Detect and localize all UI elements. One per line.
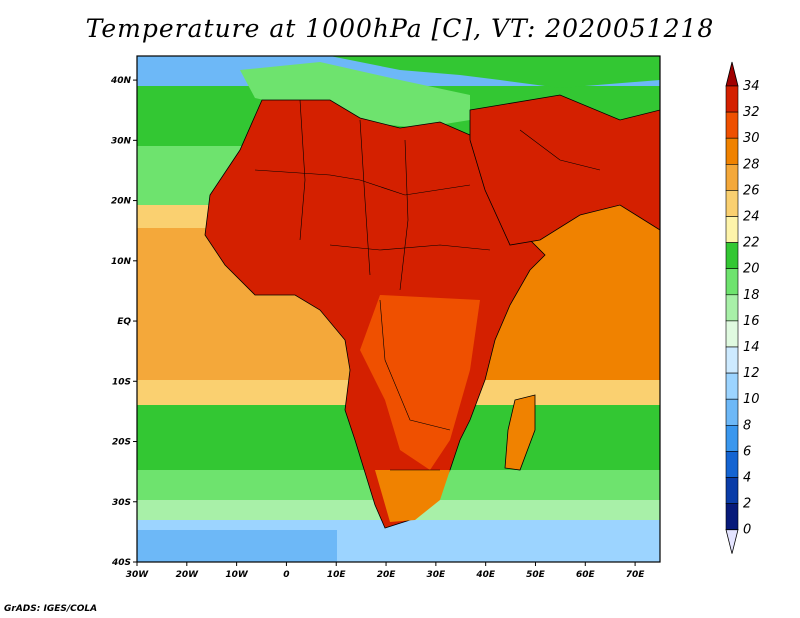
colorbar-swatch [725, 398, 739, 426]
x-tick-label: 40E [475, 570, 496, 580]
x-tick-label: 0 [283, 570, 289, 580]
colorbar-label: 6 [743, 444, 751, 459]
colorbar-swatch [725, 190, 739, 217]
map-title: Temperature at 1000hPa [C], VT: 20200512… [85, 14, 715, 43]
y-tick-label: 20S [112, 438, 131, 448]
colorbar-label: 28 [743, 157, 760, 172]
colorbar-swatch [725, 451, 739, 478]
colorbar-label: 22 [743, 236, 760, 251]
y-tick-label: 10N [111, 257, 132, 267]
colorbar-bottom-arrow [725, 529, 739, 554]
colorbar-swatch [725, 294, 739, 322]
colorbar-swatch [725, 268, 739, 296]
colorbar-label: 4 [743, 471, 751, 486]
map-field [137, 56, 660, 562]
colorbar-swatch [725, 372, 739, 400]
colorbar-label: 24 [743, 210, 760, 225]
colorbar-swatch [725, 424, 739, 452]
x-tick-label: 50E [526, 570, 546, 580]
y-tick-label: 40N [110, 76, 132, 86]
colorbar-swatch [725, 137, 739, 165]
x-tick-label: 20W [176, 570, 200, 580]
y-tick-label: 10S [112, 377, 131, 387]
x-tick-label: 70E [626, 570, 646, 580]
x-tick-label: 30W [126, 570, 150, 580]
colorbar-label: 34 [743, 79, 760, 94]
colorbar-swatch [725, 477, 739, 504]
y-tick-label: EQ [117, 317, 131, 327]
colorbar-label: 12 [743, 366, 760, 381]
map-frame [136, 55, 661, 563]
x-tick-label: 10W [225, 570, 249, 580]
colorbar-swatch [725, 216, 739, 243]
x-tick-label: 60E [576, 570, 596, 580]
y-tick-label: 30S [112, 498, 131, 508]
colorbar-label: 26 [743, 183, 760, 198]
x-tick-label: 20E [377, 570, 397, 580]
x-axis-ticks: 30W 20W 10W 0 10E 20E 30E 40E 50E 60E 70E [126, 562, 646, 580]
colorbar-label: 30 [743, 131, 760, 146]
x-tick-label: 30E [427, 570, 447, 580]
colorbar-top-arrow [725, 61, 739, 87]
colorbar-label: 18 [743, 288, 760, 303]
colorbar-swatch [725, 346, 739, 374]
colorbar-swatch [725, 111, 739, 139]
colorbar-label: 20 [743, 262, 760, 277]
colorbar-swatch [725, 320, 739, 348]
colorbar-label: 14 [743, 340, 760, 355]
y-tick-label: 40S [111, 558, 131, 568]
colorbar-swatch [725, 242, 739, 270]
y-tick-label: 20N [111, 197, 132, 207]
x-tick-label: 10E [327, 570, 347, 580]
colorbar-swatch [725, 503, 739, 531]
y-axis-ticks: 40N 30N 20N 10N EQ 10S 20S 30S 40S [110, 76, 137, 568]
colorbar-label: 10 [743, 392, 760, 407]
colorbar-label: 0 [743, 523, 751, 538]
y-tick-label: 30N [111, 136, 132, 146]
colorbar-swatch [725, 164, 739, 191]
colorbar-label: 32 [743, 105, 760, 120]
colorbar-label: 16 [743, 314, 760, 329]
colorbar-label: 2 [743, 497, 751, 512]
credit-text: GrADS: IGES/COLA [4, 604, 98, 614]
colorbar-swatch [725, 85, 739, 113]
colorbar-label: 8 [743, 418, 751, 433]
